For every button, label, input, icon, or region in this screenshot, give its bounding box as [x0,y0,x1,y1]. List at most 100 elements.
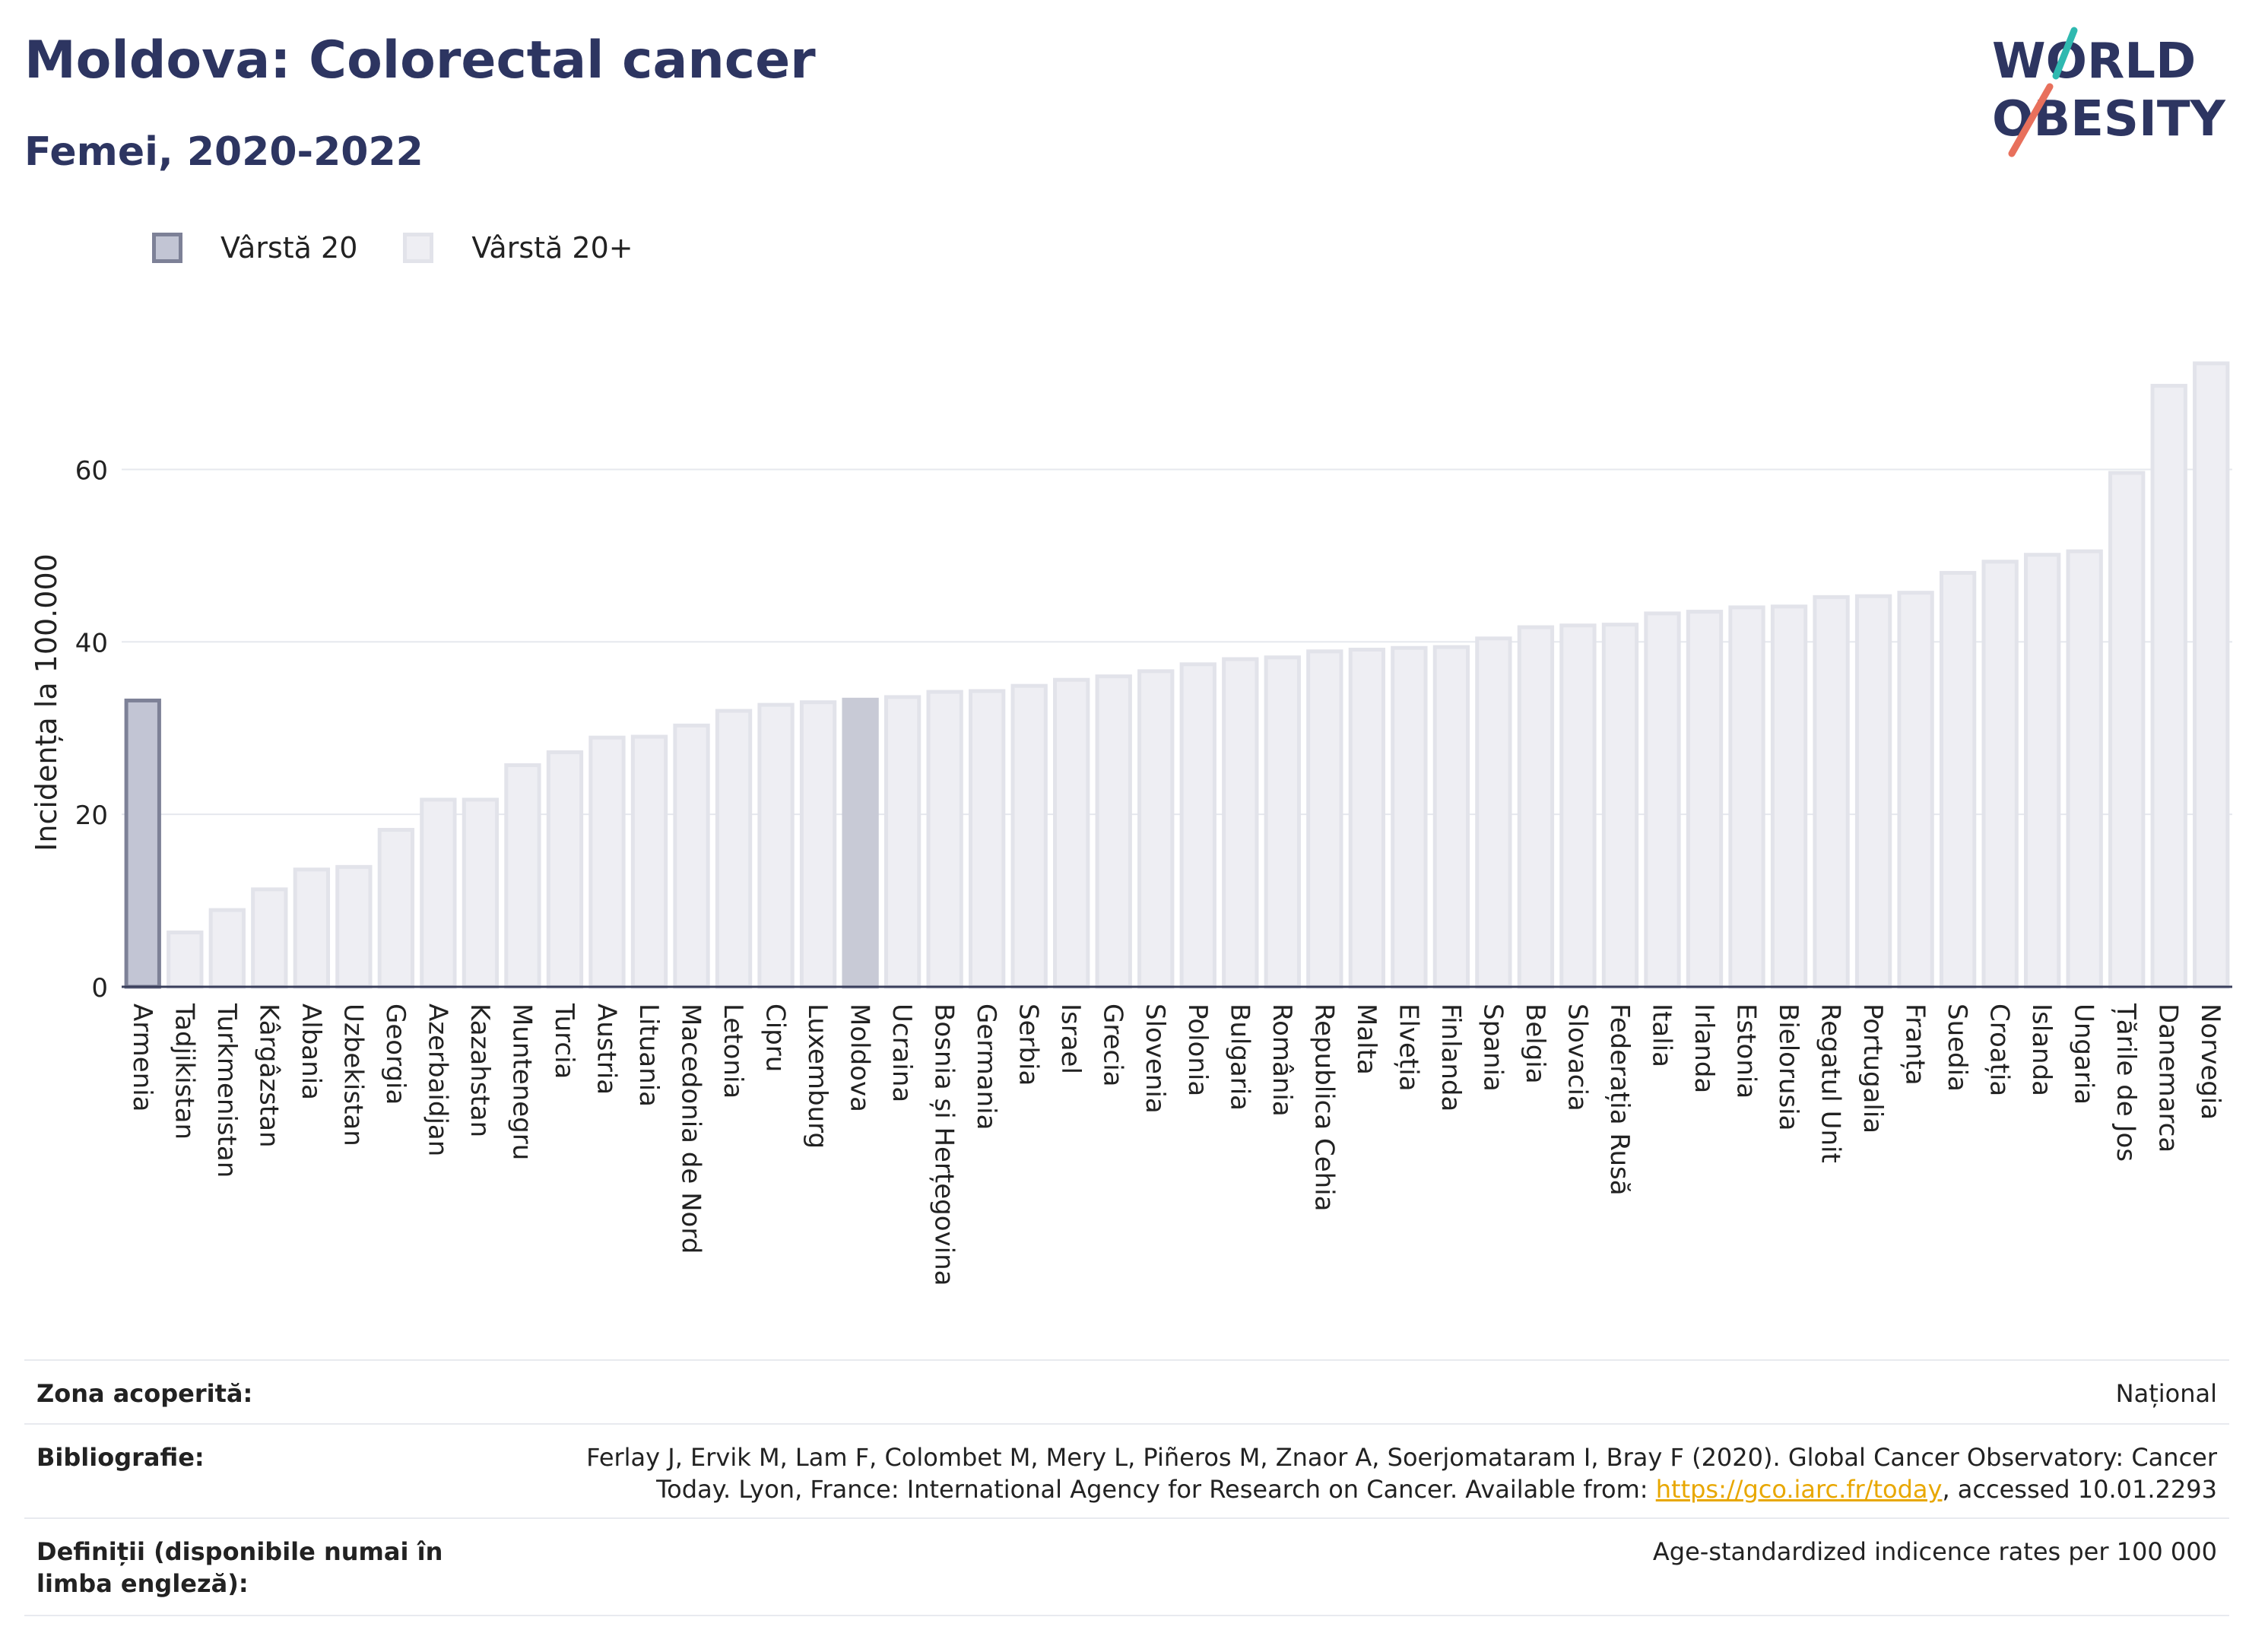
bar-44 [1981,560,2019,989]
x-tick-label: Luxemburg [802,1004,833,1149]
x-tick-label: Elveția [1393,1004,1423,1092]
bar-39 [1770,604,1808,989]
x-tick-label: Irlanda [1689,1004,1719,1093]
x-tick-label: Franța [1900,1004,1930,1086]
bar-41 [1854,594,1892,989]
coverage-label: Zona acoperită: [36,1379,253,1408]
bar-21 [1010,683,1048,989]
bar-1 [167,931,204,989]
bar-32 [1475,636,1512,989]
x-tick-label: România [1267,1004,1297,1117]
bibliography-row: Bibliografie: Ferlay J, Ervik M, Lam F, … [24,1423,2229,1519]
bar-37 [1686,610,1724,989]
logo-slash-teal [2052,27,2078,80]
legend-swatch-age-20 [152,233,182,263]
x-tick-label: Slovenia [1140,1004,1170,1114]
bar-chart: 0 20 40 60 Incidența la 100.000 Armenia Tadjik… [30,361,2232,1286]
y-tick-label: 0 [91,973,108,1004]
bar-24 [1137,669,1175,989]
definitions-row: Definiții (disponibile numai în limba en… [24,1517,2229,1616]
x-tick-label: Tadjikistan [169,1003,199,1140]
bar-9 [504,763,541,989]
bibliography-link[interactable]: https://gco.iarc.fr/today [1655,1475,1943,1504]
bar-4 [293,867,330,989]
x-tick-label: Republica Cehia [1308,1004,1339,1211]
bar-45 [2024,553,2061,989]
bar-25 [1179,662,1216,989]
bar-2 [208,908,246,989]
bar-42 [1897,591,1934,989]
bar-40 [1813,595,1850,989]
x-tick-label: Slovacia [1562,1004,1592,1111]
legend-item-age-20[interactable]: Vârstă 20 [152,231,357,265]
bar-27 [1264,655,1301,989]
bar-0 [124,698,161,989]
x-tick-label: Albania [296,1004,326,1100]
definitions-label: Definiții (disponibile numai în limba en… [36,1537,443,1598]
legend-label-age-20-plus: Vârstă 20+ [471,231,633,265]
x-tick-label: Uzbekistan [338,1004,368,1146]
x-tick-label: Polonia [1182,1004,1213,1096]
x-tick-label: Malta [1351,1004,1381,1075]
x-tick-label: Islanda [2026,1004,2057,1096]
x-tick-label: Belgia [1520,1004,1550,1084]
bar-6 [377,828,415,989]
x-tick-label: Regatul Unit [1816,1004,1846,1163]
y-tick-label: 20 [75,801,108,831]
bar-13 [673,723,710,989]
x-tick-label: Spania [1477,1004,1508,1092]
bar-48 [2150,383,2187,989]
x-tick-label: Țările de Jos [2111,1003,2141,1162]
page-subtitle: Femei, 2020-2022 [24,129,423,175]
x-tick-label: Kazahstan [465,1004,495,1137]
bar-31 [1432,645,1470,989]
x-tick-label: Bosnia și Herțegovina [929,1004,960,1286]
x-tick-label: Suedia [1942,1004,1972,1092]
coverage-row: Zona acoperită: Național [24,1359,2229,1425]
bar-49 [2193,361,2230,989]
world-obesity-logo: WORLD OBESITY [1992,27,2225,157]
x-tick-label: Germania [971,1004,1001,1130]
bibliography-label: Bibliografie: [36,1443,205,1472]
x-tick-label: Grecia [1098,1004,1128,1086]
logo-line2: OBESITY [1992,91,2225,147]
x-tick-label: Israel [1055,1004,1086,1074]
chart-legend: Vârstă 20 Vârstă 20+ [152,225,679,271]
x-tick-label: Cipru [760,1004,791,1072]
bar-36 [1644,611,1681,989]
bar-29 [1348,648,1385,989]
bar-7 [420,797,457,989]
legend-item-age-20-plus[interactable]: Vârstă 20+ [403,231,633,265]
bar-12 [630,734,668,989]
logo-slash-red [2008,83,2054,157]
x-tick-label: Macedonia de Nord [676,1004,706,1254]
bar-28 [1306,649,1343,989]
y-tick-label: 60 [75,455,108,486]
page-title: Moldova: Colorectal cancer [24,30,816,90]
bar-46 [2066,549,2103,989]
x-tick-label: Bielorusia [1773,1004,1803,1130]
bar-14 [715,709,753,989]
x-tick-label: Italia [1646,1004,1676,1067]
x-tick-label: Estonia [1731,1004,1762,1099]
bar-19 [926,690,963,989]
bibliography-text-3: , accessed 10.01.2293 [1942,1475,2217,1504]
x-tick-label: Serbia [1013,1004,1044,1086]
x-tick-label: Azerbaidjan [422,1004,452,1156]
x-tick-label: Moldova [845,1004,875,1112]
x-tick-label: Croația [1984,1004,2015,1096]
y-axis-label: Incidența la 100.000 [30,553,63,851]
bar-33 [1517,625,1555,989]
bar-17 [842,697,879,989]
x-tick-label: Turkmenistan [211,1003,242,1178]
coverage-value: Național [2115,1379,2217,1408]
y-tick-label: 40 [75,628,108,658]
bibliography-value: Ferlay J, Ervik M, Lam F, Colombet M, Me… [544,1441,2217,1505]
bar-16 [799,700,837,989]
bar-47 [2108,471,2146,989]
x-tick-label: Ucraina [887,1004,917,1102]
definitions-value: Age-standardized indicence rates per 100… [1652,1537,2217,1566]
x-tick-label: Muntenegru [506,1004,537,1160]
x-tick-label: Kârgâzstan [253,1004,284,1148]
x-tick-label: Norvegia [2195,1004,2225,1120]
